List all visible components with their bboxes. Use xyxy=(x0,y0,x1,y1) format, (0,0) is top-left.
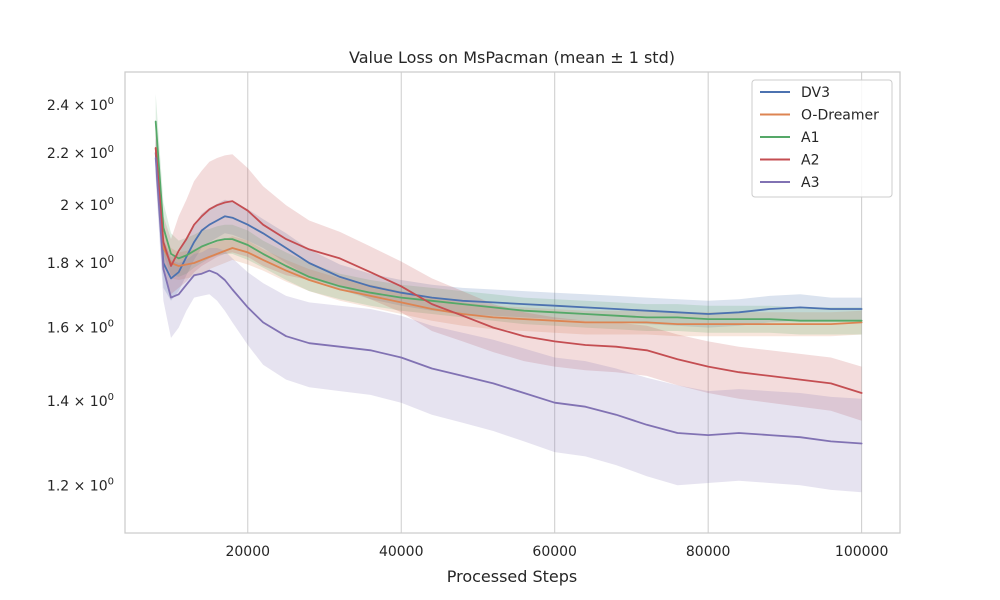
x-tick-labels: 20000 40000 60000 80000 100000 xyxy=(225,544,888,560)
y-tick-label: 2.4 × 100 xyxy=(47,96,114,114)
legend-items: DV3 O-Dreamer A1 A2 A3 xyxy=(760,85,879,191)
series-line-a1 xyxy=(154,120,863,322)
x-tick-label: 40000 xyxy=(379,544,424,560)
y-tick-labels: 1.2 × 100 1.4 × 100 1.6 × 100 1.8 × 100 2 × … xyxy=(47,96,114,494)
series-lines xyxy=(154,120,863,445)
std-band-a2 xyxy=(155,123,862,421)
chart-title: Value Loss on MsPacman (mean ± 1 std) xyxy=(349,48,675,67)
legend-box xyxy=(751,79,893,198)
legend-label: A1 xyxy=(801,130,819,146)
x-tick-label: 100000 xyxy=(835,544,888,560)
legend: DV3 O-Dreamer A1 A2 A3 xyxy=(751,79,893,198)
series-line-dv3 xyxy=(154,151,863,315)
series-line-a2 xyxy=(154,147,863,394)
std-band-dv3 xyxy=(155,131,862,328)
legend-label: A3 xyxy=(801,175,819,191)
y-tick-label: 2 × 100 xyxy=(60,196,114,214)
std-band-o-dreamer xyxy=(155,131,862,337)
plot-frame xyxy=(124,71,901,534)
y-tick-label: 1.8 × 100 xyxy=(47,254,114,272)
series-line-a3 xyxy=(154,157,863,445)
y-tick-label: 2.2 × 100 xyxy=(47,144,114,162)
legend-label: A2 xyxy=(801,153,819,169)
y-tick-label: 1.2 × 100 xyxy=(47,476,114,494)
std-band-a3 xyxy=(155,138,862,493)
x-tick-label: 80000 xyxy=(686,544,731,560)
x-axis-label: Processed Steps xyxy=(447,567,578,586)
y-tick-label: 1.6 × 100 xyxy=(47,319,114,337)
series-line-o-dreamer xyxy=(154,147,863,326)
x-tick-label: 60000 xyxy=(532,544,577,560)
x-tick-label: 20000 xyxy=(225,544,270,560)
y-tick-label: 1.4 × 100 xyxy=(47,392,114,410)
legend-label: DV3 xyxy=(801,85,830,101)
legend-label: O-Dreamer xyxy=(801,108,879,124)
